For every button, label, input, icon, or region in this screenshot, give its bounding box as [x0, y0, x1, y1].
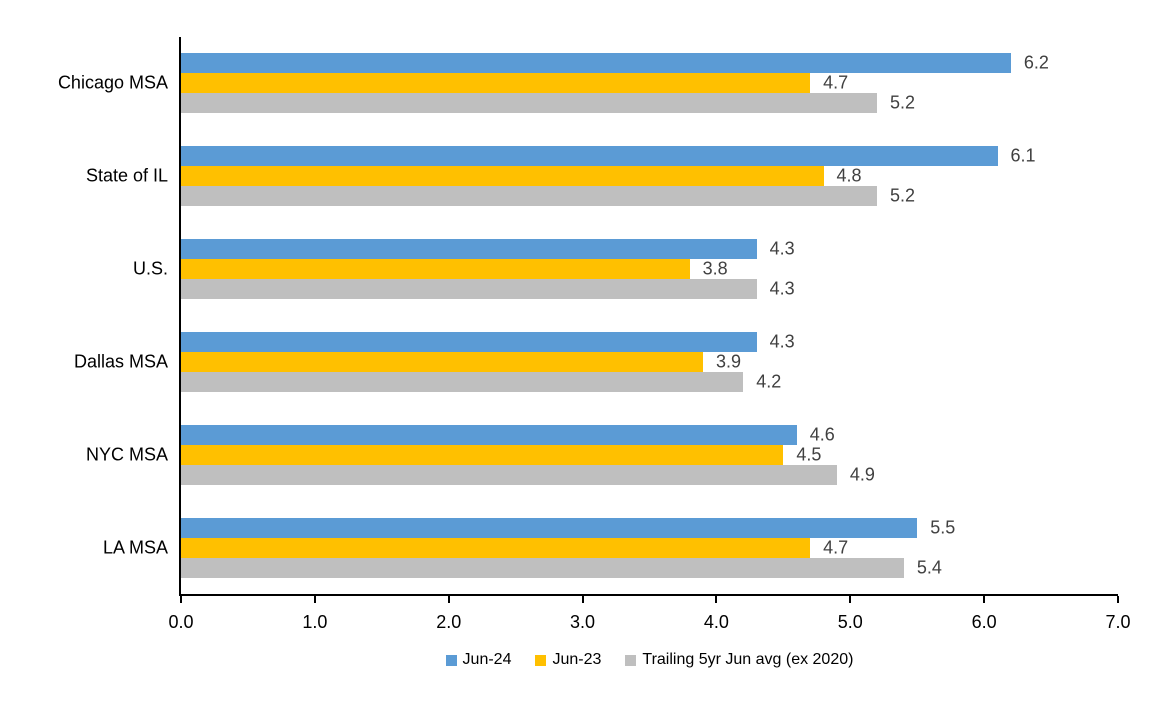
- bar-jun-23-chicago-msa: [181, 73, 811, 94]
- category-label-nyc-msa: NYC MSA: [85, 444, 168, 465]
- category-label-la-msa: LA MSA: [102, 537, 168, 558]
- data-label-jun-24-la-msa: 5.5: [930, 517, 956, 538]
- category-label-state-of-il: State of IL: [85, 165, 168, 186]
- legend-label: Jun-24: [462, 651, 512, 668]
- x-tick-label-6.0: 6.0: [971, 612, 997, 632]
- category-label-chicago-msa: Chicago MSA: [57, 72, 168, 93]
- bar-jun-24-la-msa: [181, 517, 918, 538]
- legend-label: Trailing 5yr Jun avg (ex 2020): [642, 651, 854, 668]
- x-tick-label-5.0: 5.0: [837, 612, 863, 632]
- x-tick-label-1.0: 1.0: [302, 612, 328, 632]
- x-tick-mark-0.0: [180, 596, 182, 603]
- x-tick-mark-7.0: [1117, 596, 1119, 603]
- x-tick-label-2.0: 2.0: [436, 612, 462, 632]
- bar-jun-24-state-of-il: [181, 146, 998, 167]
- data-label-trailing-5yr-jun-avg-ex-2020-chicago-msa: 5.2: [890, 92, 916, 113]
- bar-jun-23-u-s: [181, 259, 690, 280]
- data-label-jun-23-chicago-msa: 4.7: [823, 72, 849, 93]
- x-tick-mark-4.0: [715, 596, 718, 603]
- data-label-jun-24-u-s: 4.3: [769, 238, 795, 259]
- x-axis-line: [179, 594, 1118, 596]
- bar-jun-23-state-of-il: [181, 166, 824, 187]
- bar-jun-24-u-s: [181, 239, 757, 260]
- legend: Jun-24 Jun-23 Trailing 5yr Jun avg (ex 202…: [181, 648, 1118, 672]
- legend-item-jun-24: Jun-24: [445, 651, 512, 669]
- data-label-jun-23-la-msa: 4.7: [823, 537, 849, 558]
- bar-trailing-5yr-jun-avg-ex-2020-state-of-il: [181, 186, 878, 207]
- data-label-trailing-5yr-jun-avg-ex-2020-nyc-msa: 4.9: [849, 464, 875, 485]
- bar-trailing-5yr-jun-avg-ex-2020-la-msa: [181, 557, 904, 578]
- legend-swatch-icon: [625, 654, 637, 666]
- data-label-jun-23-dallas-msa: 3.9: [716, 351, 742, 372]
- x-tick-label-7.0: 7.0: [1105, 612, 1131, 632]
- x-tick-label-0.0: 0.0: [168, 612, 194, 632]
- x-tick-mark-6.0: [983, 596, 986, 603]
- y-axis-line: [179, 37, 181, 596]
- bar-jun-24-nyc-msa: [181, 424, 797, 445]
- data-label-jun-24-nyc-msa: 4.6: [809, 424, 835, 445]
- bar-jun-23-dallas-msa: [181, 351, 704, 372]
- bar-trailing-5yr-jun-avg-ex-2020-nyc-msa: [181, 464, 837, 485]
- category-label-dallas-msa: Dallas MSA: [73, 351, 168, 372]
- bar-jun-24-chicago-msa: [181, 53, 1011, 74]
- x-tick-label-3.0: 3.0: [570, 612, 596, 632]
- category-label-u-s: U.S.: [132, 258, 168, 279]
- data-label-jun-23-nyc-msa: 4.5: [796, 444, 822, 465]
- legend-item-trailing-5yr-jun-avg-ex-2020: Trailing 5yr Jun avg (ex 2020): [625, 651, 853, 669]
- bar-trailing-5yr-jun-avg-ex-2020-u-s: [181, 279, 757, 300]
- data-label-trailing-5yr-jun-avg-ex-2020-state-of-il: 5.2: [890, 185, 916, 206]
- data-label-jun-24-dallas-msa: 4.3: [769, 331, 795, 352]
- data-label-trailing-5yr-jun-avg-ex-2020-u-s: 4.3: [769, 278, 795, 299]
- x-tick-mark-5.0: [849, 596, 852, 603]
- legend-item-jun-23: Jun-23: [535, 651, 601, 669]
- bar-trailing-5yr-jun-avg-ex-2020-chicago-msa: [181, 93, 878, 114]
- x-tick-mark-3.0: [581, 596, 584, 603]
- legend-swatch-icon: [445, 654, 457, 666]
- data-label-jun-24-chicago-msa: 6.2: [1023, 52, 1049, 73]
- legend-label: Jun-23: [552, 651, 602, 668]
- bar-jun-23-nyc-msa: [181, 444, 784, 465]
- bar-trailing-5yr-jun-avg-ex-2020-dallas-msa: [181, 371, 744, 392]
- data-label-jun-23-state-of-il: 4.8: [836, 165, 862, 186]
- bar-jun-23-la-msa: [181, 537, 811, 558]
- legend-swatch-icon: [535, 654, 547, 666]
- bar-jun-24-dallas-msa: [181, 331, 757, 352]
- data-label-trailing-5yr-jun-avg-ex-2020-dallas-msa: 4.2: [756, 371, 782, 392]
- x-tick-mark-1.0: [313, 596, 316, 603]
- x-tick-mark-2.0: [447, 596, 450, 603]
- data-label-jun-24-state-of-il: 6.1: [1010, 145, 1036, 166]
- data-label-trailing-5yr-jun-avg-ex-2020-la-msa: 5.4: [916, 557, 942, 578]
- data-label-jun-23-u-s: 3.8: [702, 258, 728, 279]
- x-tick-label-4.0: 4.0: [703, 612, 729, 632]
